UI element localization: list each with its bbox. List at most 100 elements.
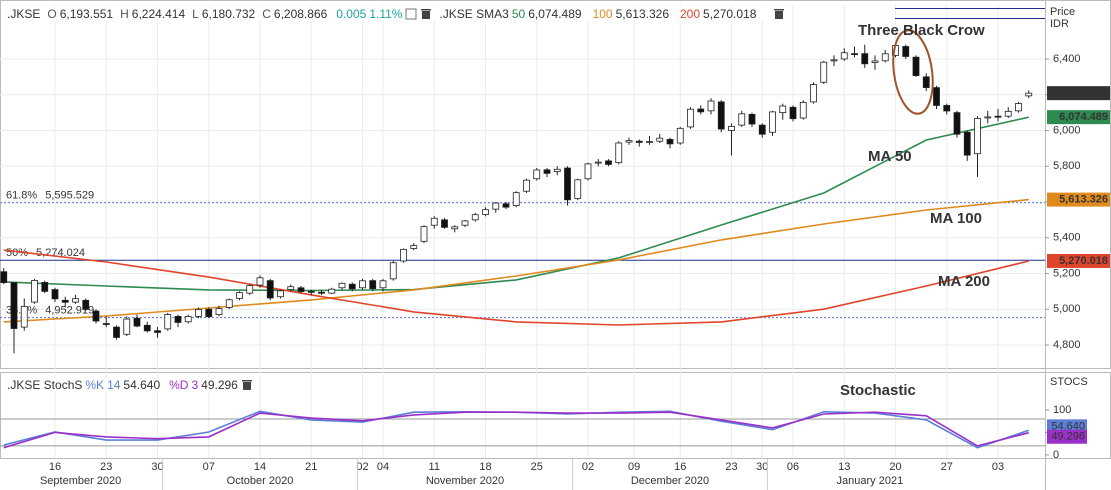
candle-body bbox=[123, 318, 131, 335]
candle-body bbox=[379, 280, 387, 289]
candle-body bbox=[338, 282, 346, 289]
x-tick-label: 18 bbox=[479, 461, 491, 473]
value-box bbox=[1047, 110, 1110, 125]
k-period: 14 bbox=[107, 378, 121, 392]
price-panel-frame bbox=[0, 0, 1111, 369]
axis-title: Price bbox=[1050, 6, 1075, 18]
annotation: Stochastic bbox=[840, 382, 916, 399]
candle-body bbox=[922, 76, 930, 88]
candle-body bbox=[184, 316, 192, 323]
ohlc-label: C bbox=[262, 7, 271, 21]
candle-body bbox=[769, 111, 776, 133]
delete-icon[interactable] bbox=[241, 379, 253, 391]
candle-body bbox=[943, 105, 951, 112]
y-tick-label: 5,000 bbox=[1053, 303, 1081, 315]
candle-body bbox=[789, 106, 797, 120]
candle-body bbox=[297, 287, 305, 292]
candle-body bbox=[728, 125, 735, 131]
ohlc-value: 6,193.551 bbox=[59, 7, 114, 21]
d-value: 49.296 bbox=[201, 378, 238, 392]
candle-body bbox=[10, 282, 18, 329]
candle-body bbox=[574, 179, 582, 199]
candle-body bbox=[523, 179, 530, 192]
y-tick-label: 5,200 bbox=[1053, 267, 1081, 279]
value-box bbox=[1047, 86, 1110, 101]
ohlc-label: O bbox=[47, 7, 57, 21]
month-label: January 2021 bbox=[837, 475, 904, 487]
candle-body bbox=[441, 219, 448, 228]
month-label: September 2020 bbox=[40, 475, 121, 487]
x-tick-label: 07 bbox=[203, 461, 215, 473]
candle-body bbox=[318, 291, 325, 294]
toggle-icon[interactable] bbox=[405, 8, 417, 20]
ma-label: MA 100 bbox=[930, 210, 982, 227]
candle-body bbox=[953, 112, 961, 135]
ohlc-value: 6,180.732 bbox=[201, 7, 256, 21]
fib-label: 61.8% bbox=[6, 190, 37, 202]
y-tick-label: 6,000 bbox=[1053, 124, 1081, 136]
y-tick-label: 5,800 bbox=[1053, 160, 1081, 172]
x-tick-label: 25 bbox=[531, 461, 543, 473]
candle-body bbox=[646, 141, 653, 143]
ohlc-label: L bbox=[192, 7, 199, 21]
candle-body bbox=[430, 217, 438, 226]
candle-body bbox=[1004, 110, 1012, 117]
price-legend: .JKSE O 6,193.551 H 6,224.414 L 6,180.732 C… bbox=[5, 7, 788, 21]
candle-body bbox=[553, 168, 561, 172]
candle-body bbox=[584, 163, 592, 180]
ma-line bbox=[3, 116, 1029, 292]
candle-body bbox=[82, 299, 90, 310]
candle-body bbox=[1025, 92, 1033, 97]
delete-icon[interactable] bbox=[773, 8, 785, 20]
candle-body bbox=[625, 140, 633, 143]
value-box bbox=[1047, 192, 1110, 207]
x-tick-label: 14 bbox=[254, 461, 266, 473]
candle-body bbox=[236, 292, 243, 299]
candle-body bbox=[851, 53, 858, 56]
candle-body bbox=[820, 61, 828, 83]
candle-body bbox=[205, 308, 213, 318]
candle-body bbox=[492, 202, 500, 210]
candle-body bbox=[215, 308, 223, 315]
x-tick-label: 16 bbox=[674, 461, 686, 473]
value-box-label: 6,074.489 bbox=[1059, 111, 1108, 123]
candle-body bbox=[102, 323, 110, 325]
value-box-label: 5,613.326 bbox=[1059, 194, 1108, 206]
candle-body bbox=[410, 245, 418, 249]
moving-averages bbox=[3, 116, 1029, 326]
candle-body bbox=[195, 309, 202, 317]
candle-body bbox=[420, 226, 428, 242]
x-tick-label: 02 bbox=[582, 461, 594, 473]
candle-body bbox=[871, 60, 879, 63]
ma-line bbox=[3, 198, 1029, 323]
candle-body bbox=[779, 105, 787, 114]
value-box-label: 54.640 bbox=[1051, 420, 1085, 432]
value-box bbox=[1047, 253, 1110, 268]
sma-value: 5,270.018 bbox=[703, 7, 757, 21]
candle-body bbox=[369, 280, 377, 290]
candle-body bbox=[0, 271, 8, 283]
x-tick-label: 30 bbox=[151, 461, 163, 473]
annotation: Three Black Crow bbox=[858, 22, 985, 39]
candle-body bbox=[348, 283, 356, 290]
sma-value: 5,613.326 bbox=[615, 7, 669, 21]
y-tick-label: 0 bbox=[1053, 449, 1059, 461]
y-tick-label: 100 bbox=[1053, 404, 1071, 416]
stoch-line bbox=[3, 411, 1029, 449]
candle-body bbox=[738, 113, 746, 126]
candle-body bbox=[359, 280, 366, 289]
ma-label: MA 200 bbox=[938, 273, 990, 290]
x-tick-label: 21 bbox=[305, 461, 317, 473]
x-tick-label: 27 bbox=[941, 461, 953, 473]
candle-body bbox=[994, 115, 1002, 118]
ma-line bbox=[3, 249, 1029, 326]
candle-body bbox=[902, 46, 910, 57]
candle-body bbox=[246, 285, 254, 294]
candle-body bbox=[594, 161, 602, 164]
delete-icon[interactable] bbox=[420, 8, 432, 20]
symbol: .JKSE bbox=[7, 7, 41, 21]
month-label: December 2020 bbox=[631, 475, 709, 487]
